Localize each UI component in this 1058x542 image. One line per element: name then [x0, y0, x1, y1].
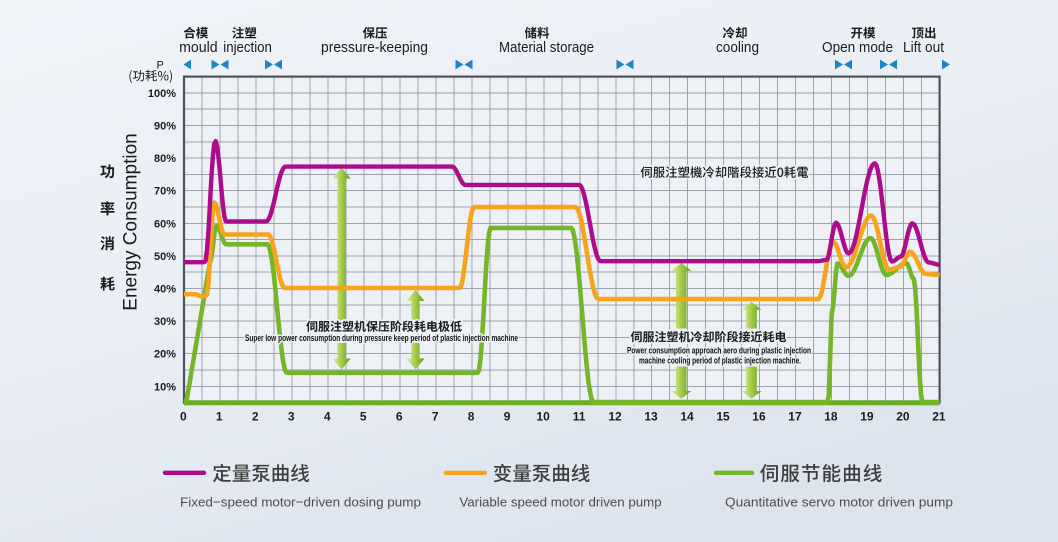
- svg-text:2: 2: [252, 410, 259, 424]
- svg-text:6: 6: [396, 410, 403, 424]
- svg-text:18: 18: [824, 410, 838, 424]
- svg-text:4: 4: [324, 410, 331, 424]
- svg-text:0: 0: [180, 410, 187, 424]
- svg-text:15: 15: [716, 410, 730, 424]
- svg-text:10: 10: [536, 410, 550, 424]
- svg-text:12: 12: [608, 410, 622, 424]
- svg-text:mould: mould: [179, 39, 218, 56]
- svg-text:17: 17: [788, 410, 802, 424]
- svg-text:40%: 40%: [154, 284, 176, 296]
- svg-text:19: 19: [860, 410, 874, 424]
- svg-text:Super low power consumption du: Super low power consumption during press…: [245, 333, 518, 343]
- svg-text:100%: 100%: [148, 88, 176, 100]
- svg-text:50%: 50%: [154, 251, 176, 263]
- svg-text:16: 16: [752, 410, 766, 424]
- svg-text:21: 21: [932, 410, 946, 424]
- svg-text:11: 11: [573, 410, 586, 424]
- svg-text:9: 9: [504, 410, 511, 424]
- svg-text:1: 1: [216, 410, 223, 424]
- svg-text:80%: 80%: [154, 153, 176, 165]
- svg-text:90%: 90%: [154, 121, 176, 133]
- svg-text:20%: 20%: [154, 349, 176, 361]
- svg-text:5: 5: [360, 410, 367, 424]
- svg-text:60%: 60%: [154, 218, 176, 230]
- svg-text:10%: 10%: [154, 381, 176, 393]
- svg-text:30%: 30%: [154, 316, 176, 328]
- svg-text:machine cooling period of plas: machine cooling period of plastic inject…: [639, 355, 801, 365]
- svg-text:20: 20: [896, 410, 910, 424]
- svg-text:Power consumption approach aer: Power consumption approach aero during p…: [627, 345, 811, 355]
- svg-text:Variable speed motor driven pu: Variable speed motor driven pump: [459, 495, 661, 510]
- svg-text:P: P: [157, 60, 164, 72]
- svg-text:7: 7: [432, 410, 439, 424]
- svg-text:injection: injection: [223, 39, 272, 56]
- svg-text:Energy Consumption: Energy Consumption: [121, 133, 142, 310]
- svg-text:pressure-keeping: pressure-keeping: [321, 39, 428, 56]
- svg-text:14: 14: [680, 410, 694, 424]
- svg-text:8: 8: [468, 410, 475, 424]
- svg-text:Fixed−speed motor−driven dosin: Fixed−speed motor−driven dosing pump: [180, 495, 421, 510]
- svg-text:70%: 70%: [154, 186, 176, 198]
- svg-text:Lift out: Lift out: [903, 39, 945, 56]
- svg-text:3: 3: [288, 410, 295, 424]
- svg-text:cooling: cooling: [716, 39, 759, 56]
- svg-text:Quantitative servo motor drive: Quantitative servo motor driven pump: [725, 495, 953, 510]
- svg-text:Material storage: Material storage: [499, 39, 594, 56]
- svg-text:13: 13: [644, 410, 658, 424]
- svg-text:Open mode: Open mode: [822, 39, 893, 56]
